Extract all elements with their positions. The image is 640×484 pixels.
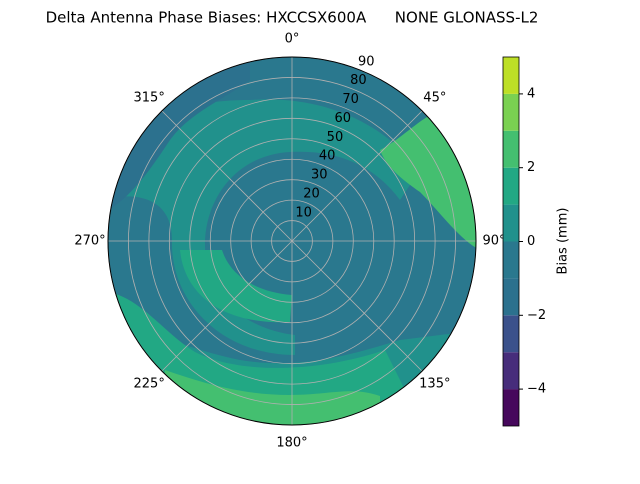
grid-spoke	[291, 110, 423, 242]
polar-frame	[107, 56, 477, 426]
r-tick-label: 60	[334, 111, 351, 126]
r-tick-label: 10	[295, 205, 312, 220]
colorbar-band	[503, 352, 519, 390]
r-tick-label: 20	[303, 186, 320, 201]
contour-region	[108, 99, 420, 355]
colorbar-band	[503, 130, 519, 168]
colorbar-band	[503, 241, 519, 279]
contour-region	[180, 250, 292, 323]
theta-tick-label: 135°	[419, 376, 450, 391]
colorbar-band	[503, 167, 519, 205]
colorbar-band	[503, 315, 519, 353]
colorbar-band	[503, 57, 519, 94]
colorbar-label: Bias (mm)	[556, 208, 571, 275]
r-tick-label: 90	[358, 54, 375, 69]
r-tick-label: 70	[342, 92, 359, 107]
grid-spoke	[161, 240, 293, 372]
theta-tick-label: 180°	[276, 436, 307, 451]
colorbar-tick-label: 4	[527, 86, 535, 101]
theta-tick-label: 315°	[134, 91, 165, 106]
chart-title: Delta Antenna Phase Biases: HXCCSX600A N…	[46, 9, 539, 27]
theta-tick-label: 90°	[482, 234, 505, 249]
colorbar-band	[503, 278, 519, 316]
theta-tick-label: 225°	[134, 376, 165, 391]
r-tick-label: 50	[327, 130, 344, 145]
colorbar-band	[503, 93, 519, 131]
colorbar-band	[503, 204, 519, 242]
grid-spoke	[291, 240, 423, 372]
r-tick-label: 80	[350, 73, 367, 88]
theta-tick-label: 45°	[423, 91, 446, 106]
grid-spoke	[161, 110, 293, 242]
r-tick-label: 40	[319, 149, 336, 164]
theta-tick-label: 0°	[285, 32, 300, 47]
colorbar-tick-label: −4	[527, 382, 546, 397]
colorbar-tick-label: −2	[527, 308, 546, 323]
theta-tick-label: 270°	[74, 234, 105, 249]
colorbar-tick-label: 2	[527, 160, 535, 175]
colorbar-tick-label: 0	[527, 234, 535, 249]
colorbar-band	[503, 389, 519, 426]
r-tick-label: 30	[311, 168, 328, 183]
